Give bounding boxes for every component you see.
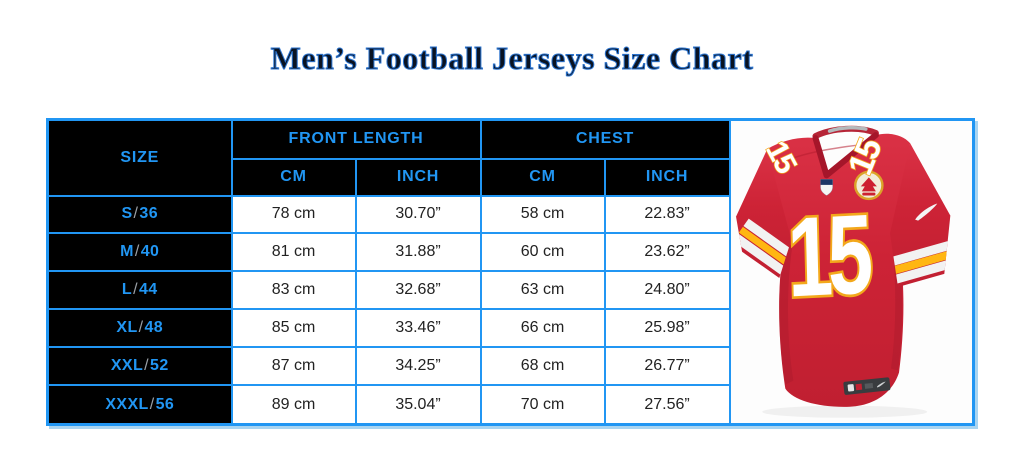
chest-cm-value: 60 cm [479,232,606,273]
size-number: 48 [144,319,164,337]
size-letter: S [121,205,133,223]
size-row-l: L/44 83 cm 32.68” 63 cm 24.80” [46,270,974,311]
page-title: Men’s Football Jerseys Size Chart [270,40,754,77]
jersey-image: 15 15 15 [735,125,950,418]
size-row-s: S/36 78 cm 30.70” 58 cm 22.83” [46,194,974,235]
front-length-inch-value: 32.68” [354,270,482,311]
size-chart-table: SIZE FRONT LENGTH CHEST [46,118,975,426]
size-number: 44 [138,281,158,299]
jersey-shadow [761,405,927,418]
jock-tag [842,377,890,395]
jersey-product-image: 15 15 15 [728,118,975,426]
nike-swoosh-icon [914,203,937,221]
chest-cm-value: 58 cm [479,194,606,235]
chest-inch-value: 27.56” [603,384,731,426]
size-label: S/36 [46,194,233,235]
front-length-cm-value: 83 cm [230,270,357,311]
column-header-front-length: FRONT LENGTH [230,118,482,160]
size-number: 52 [150,357,169,375]
front-length-inch-value: 33.46” [354,308,482,349]
size-number: 40 [140,243,160,261]
size-letter: XXXL [105,395,149,413]
front-length-cm-value: 87 cm [230,346,357,387]
column-header-front-inch: INCH [354,157,482,197]
size-row-xxl: XXL/52 87 cm 34.25” 68 cm 26.77” [46,346,974,387]
column-header-chest: CHEST [479,118,731,160]
chest-inch-value: 22.83” [603,194,731,235]
size-letter: XXL [110,357,144,375]
front-length-inch-value: 31.88” [354,232,482,273]
size-row-m: M/40 81 cm 31.88” 60 cm 23.62” [46,232,974,273]
jersey-collar [812,125,879,179]
svg-text:15: 15 [786,190,872,320]
chest-cm-value: 63 cm [479,270,606,311]
size-separator: / [133,205,139,223]
front-length-cm-value: 81 cm [230,232,357,273]
size-separator: / [134,243,140,261]
chest-cm-value: 68 cm [479,346,606,387]
size-label: XXL/52 [46,346,233,387]
size-label: XL/48 [46,308,233,349]
size-separator: / [149,395,155,413]
size-letter: XL [116,319,138,337]
front-length-inch-value: 35.04” [354,384,482,426]
chest-inch-value: 26.77” [603,346,731,387]
column-header-chest-inch: INCH [603,157,731,197]
nfl-shield-icon [819,179,833,196]
column-header-front-cm: CM [230,157,357,197]
chiefs-patch-icon [853,170,884,201]
size-row-xxxl: XXXL/56 89 cm 35.04” 70 cm 27.56” [46,384,974,426]
front-length-inch-value: 34.25” [354,346,482,387]
chest-number: 15 [783,188,874,323]
size-row-xl: XL/48 85 cm 33.46” 66 cm 25.98” [46,308,974,349]
size-number: 56 [155,395,175,413]
front-length-inch-value: 30.70” [354,194,482,235]
front-length-cm-value: 85 cm [230,308,357,349]
front-length-cm-value: 89 cm [230,384,357,426]
chest-inch-value: 23.62” [603,232,731,273]
size-separator: / [138,319,144,337]
size-label: L/44 [46,270,233,311]
chest-inch-value: 24.80” [603,270,731,311]
size-label: XXXL/56 [46,384,233,426]
chest-cm-value: 70 cm [479,384,606,426]
column-header-chest-cm: CM [479,157,606,197]
column-header-size: SIZE [46,118,233,197]
size-number: 36 [139,205,159,223]
chest-inch-value: 25.98” [603,308,731,349]
size-letter: L [121,281,133,299]
header-row-units: CM INCH CM INCH [48,157,974,197]
size-label: M/40 [46,232,233,273]
header-row-groups: SIZE FRONT LENGTH CHEST [46,118,975,426]
size-separator: / [133,281,138,299]
size-separator: / [144,357,150,375]
front-length-cm-value: 78 cm [230,194,357,235]
size-letter: M [120,243,134,261]
chest-cm-value: 66 cm [479,308,606,349]
